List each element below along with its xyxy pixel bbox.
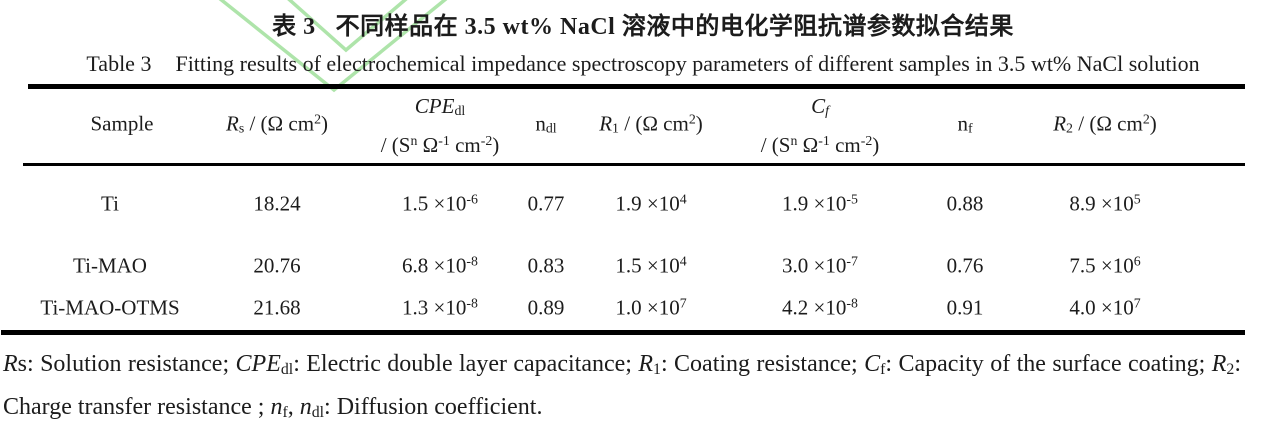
table-caption-en: Table 3 Fitting results of electrochemica… [0,51,1286,77]
table-footnote: Rs: Solution resistance; CPEdl: Electric… [3,351,1241,421]
header-cell-cf-line2: / (Sn Ω-1 cm-2) [760,133,880,157]
table-caption-zh-text: 不同样品在 3.5 wt% NaCl 溶液中的电化学阻抗谱参数拟合结果 [335,14,1014,40]
header-cell-cf: Cf / (Sn Ω-1 cm-2) [761,88,880,166]
header-cell-r2: R2 / (Ω cm2) [1053,111,1157,136]
header-cell-cpe-dl: CPEdl / (Sn Ω-1 cm-2) [381,88,500,166]
table-caption-zh-label: 表 3 [272,14,316,40]
cell-ti-cpe: 1.5 ×10-6 [402,191,478,216]
cell-timao-rs: 20.76 [253,253,301,278]
header-cell-n-f: nf [957,111,973,136]
cell-timao-cf: 3.0 ×10-7 [782,253,858,278]
header-cell-cf-line1: Cf [811,94,829,119]
cell-timao-ndl: 0.83 [527,253,565,278]
cell-timaootms-cf: 4.2 ×10-8 [782,295,858,320]
header-cell-sample: Sample [90,111,154,136]
cell-ti-nf: 0.88 [946,191,984,216]
cell-timao-nf: 0.76 [946,253,984,278]
cell-timaootms-cpe: 1.3 ×10-8 [402,295,478,320]
cell-timaootms-ndl: 0.89 [527,295,565,320]
table-caption-en-label: Table 3 [86,51,152,76]
header-cell-cpe-dl-line2: / (Sn Ω-1 cm-2) [380,133,500,157]
cell-timaootms-nf: 0.91 [946,295,984,320]
cell-timaootms-rs: 21.68 [253,295,301,320]
cell-timao-cpe: 6.8 ×10-8 [402,253,478,278]
cell-ti-rs: 18.24 [253,191,301,216]
cell-ti-ndl: 0.77 [527,191,565,216]
table-rule-top [28,84,1245,89]
header-cell-rs: Rs / (Ω cm2) [225,111,329,136]
header-cell-cpe-dl-line1: CPEdl [414,94,466,119]
table-caption-en-text: Fitting results of electrochemical imped… [175,51,1200,76]
cell-ti-cf: 1.9 ×10-5 [782,191,858,216]
cell-timao-r2: 7.5 ×106 [1069,253,1141,278]
table-rule-bottom [1,330,1245,335]
cell-timaootms-r1: 1.0 ×107 [615,295,687,320]
header-cell-r1: R1 / (Ω cm2) [599,111,703,136]
table-caption-zh: 表 3 不同样品在 3.5 wt% NaCl 溶液中的电化学阻抗谱参数拟合结果 [0,6,1286,41]
cell-timaootms-sample: Ti-MAO-OTMS [40,295,180,320]
cell-timao-sample: Ti-MAO [73,253,147,278]
cell-timaootms-r2: 4.0 ×107 [1069,295,1141,320]
cell-timao-r1: 1.5 ×104 [615,253,687,278]
cell-ti-r1: 1.9 ×104 [615,191,687,216]
cell-ti-sample: Ti [101,191,119,216]
header-cell-n-dl: ndl [535,111,557,136]
table-rule-header [23,163,1245,166]
cell-ti-r2: 8.9 ×105 [1069,191,1141,216]
